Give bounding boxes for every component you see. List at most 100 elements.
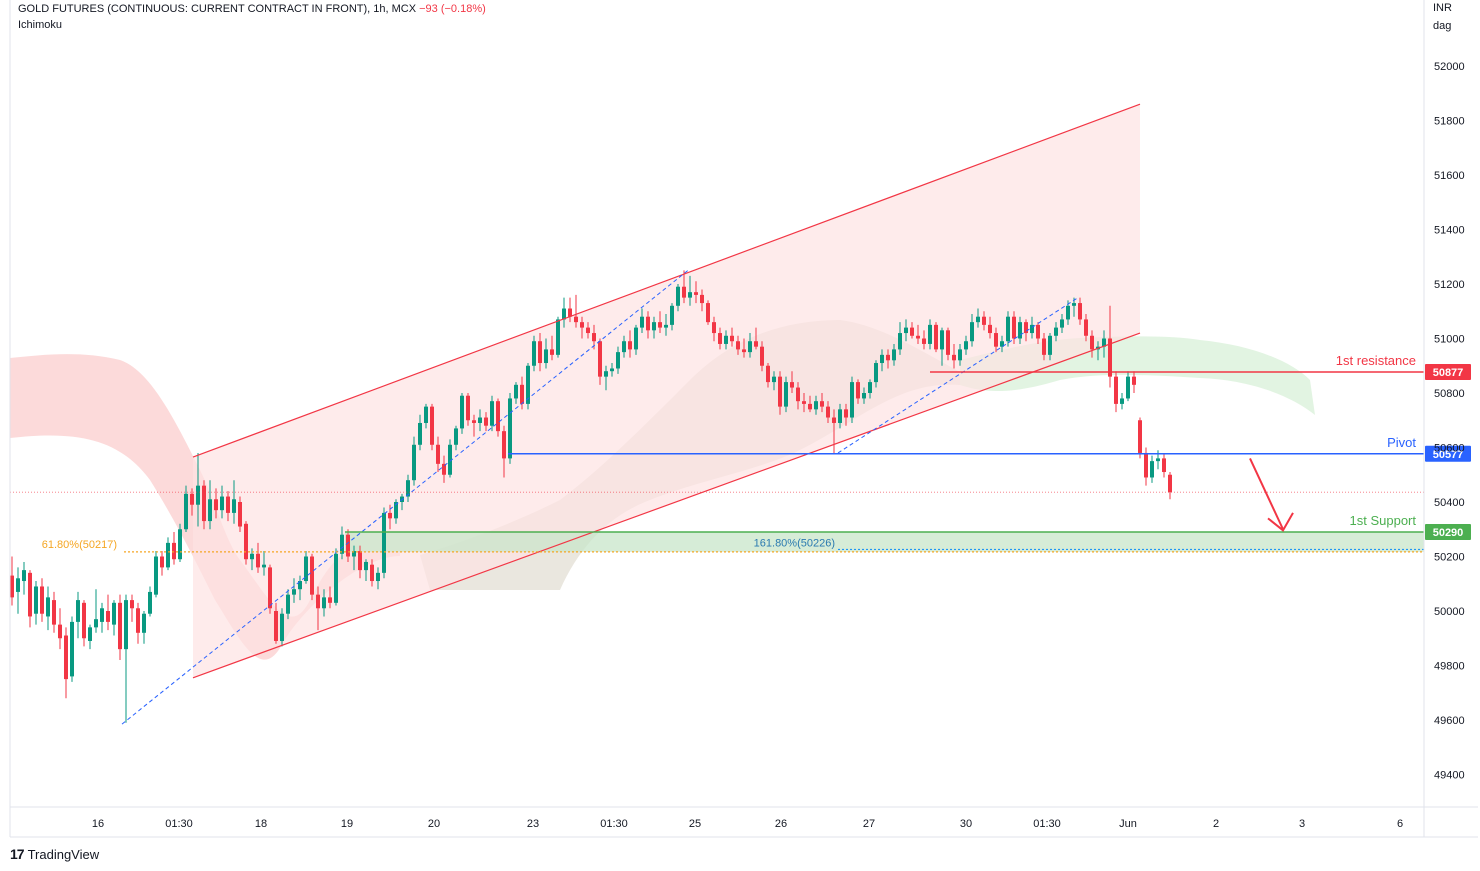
candle-body [1018,322,1022,339]
candle [850,376,854,423]
candle [1054,322,1058,342]
candle-body [1168,474,1172,493]
candle-body [466,395,470,421]
candle-body [706,303,710,323]
candle [406,474,410,502]
candle [1108,305,1112,388]
level-label-1: Pivot [1387,435,1416,450]
candle [484,412,488,432]
tradingview-brand[interactable]: 17 TradingView [10,846,99,862]
support-zone [345,531,1424,552]
candle [88,624,92,650]
candle [970,313,974,347]
tradingview-logo-icon: 17 [10,846,25,862]
candle [1132,371,1136,393]
candle-body [1066,305,1070,320]
candle-body [754,341,758,347]
candle [904,319,908,342]
candle [70,616,74,682]
candle [34,581,38,625]
candle [760,341,764,372]
level-badge-0 [1425,364,1471,381]
candle-body [574,316,578,323]
candle-body [652,322,656,331]
candle [256,542,260,573]
candle [1090,330,1094,358]
candle-body [130,600,134,609]
y-tick-label: 51600 [1434,170,1465,182]
candle-body [196,485,200,505]
candle [376,567,380,590]
candle [730,327,734,347]
candle [604,365,608,391]
candle-body [64,635,68,680]
candle [1078,297,1082,325]
candle [58,608,62,650]
candle [1120,393,1124,410]
candle [994,327,998,353]
candle [208,480,212,530]
level-badge-1 [1425,445,1471,462]
candle-body [34,586,38,614]
symbol-title: GOLD FUTURES (CONTINUOUS: CURRENT CONTRA… [18,3,417,15]
candle [22,561,26,595]
candle [472,414,476,437]
candle-body [52,600,56,625]
brand-name: TradingView [27,846,100,862]
candle [286,589,290,620]
candle-body [874,363,878,383]
level-badge-text-2: 50290 [1433,527,1464,539]
candle [226,491,230,522]
unit-label: dag [1433,20,1452,32]
candle [76,591,80,639]
indicator-label[interactable]: Ichimoku [18,19,63,31]
candle [964,335,968,355]
candle [310,553,314,601]
candle-body [628,341,632,350]
candle [496,398,500,437]
y-tick-label: 52000 [1434,61,1465,73]
candle-body [274,611,278,641]
candle [424,403,428,429]
x-tick-label: 19 [341,818,353,830]
candle-body [70,621,74,677]
candle-body [700,294,704,304]
candle [724,330,728,350]
candle-body [682,286,686,298]
candle [676,284,680,312]
candle-body [946,330,950,355]
candle [550,335,554,361]
candle-body [610,368,614,372]
candle [46,586,50,631]
candle-body [1000,341,1004,347]
candle-body [250,553,254,560]
candle [316,586,320,631]
candle [862,387,866,404]
x-tick-label: 27 [863,818,875,830]
candle-body [1048,335,1052,355]
dashed-trendline-1 [121,269,689,725]
candle-body [712,322,716,334]
candle [298,575,302,601]
candle [658,311,662,334]
candle [892,343,896,366]
candle-body [340,534,344,554]
candle-body [1012,316,1016,339]
candle-body [514,384,518,399]
candle-body [40,586,44,614]
candle-body [388,512,392,519]
candle-body [496,401,500,432]
candle-body [952,354,956,361]
candle [934,322,938,353]
candle-body [220,496,224,511]
candle-body [316,594,320,609]
candle [268,564,272,614]
candle [28,570,32,628]
candle-body [142,613,146,633]
candle [334,548,338,606]
candle-body [988,324,992,334]
candle-body [394,502,398,519]
candle-body [472,420,476,423]
candle [586,322,590,339]
